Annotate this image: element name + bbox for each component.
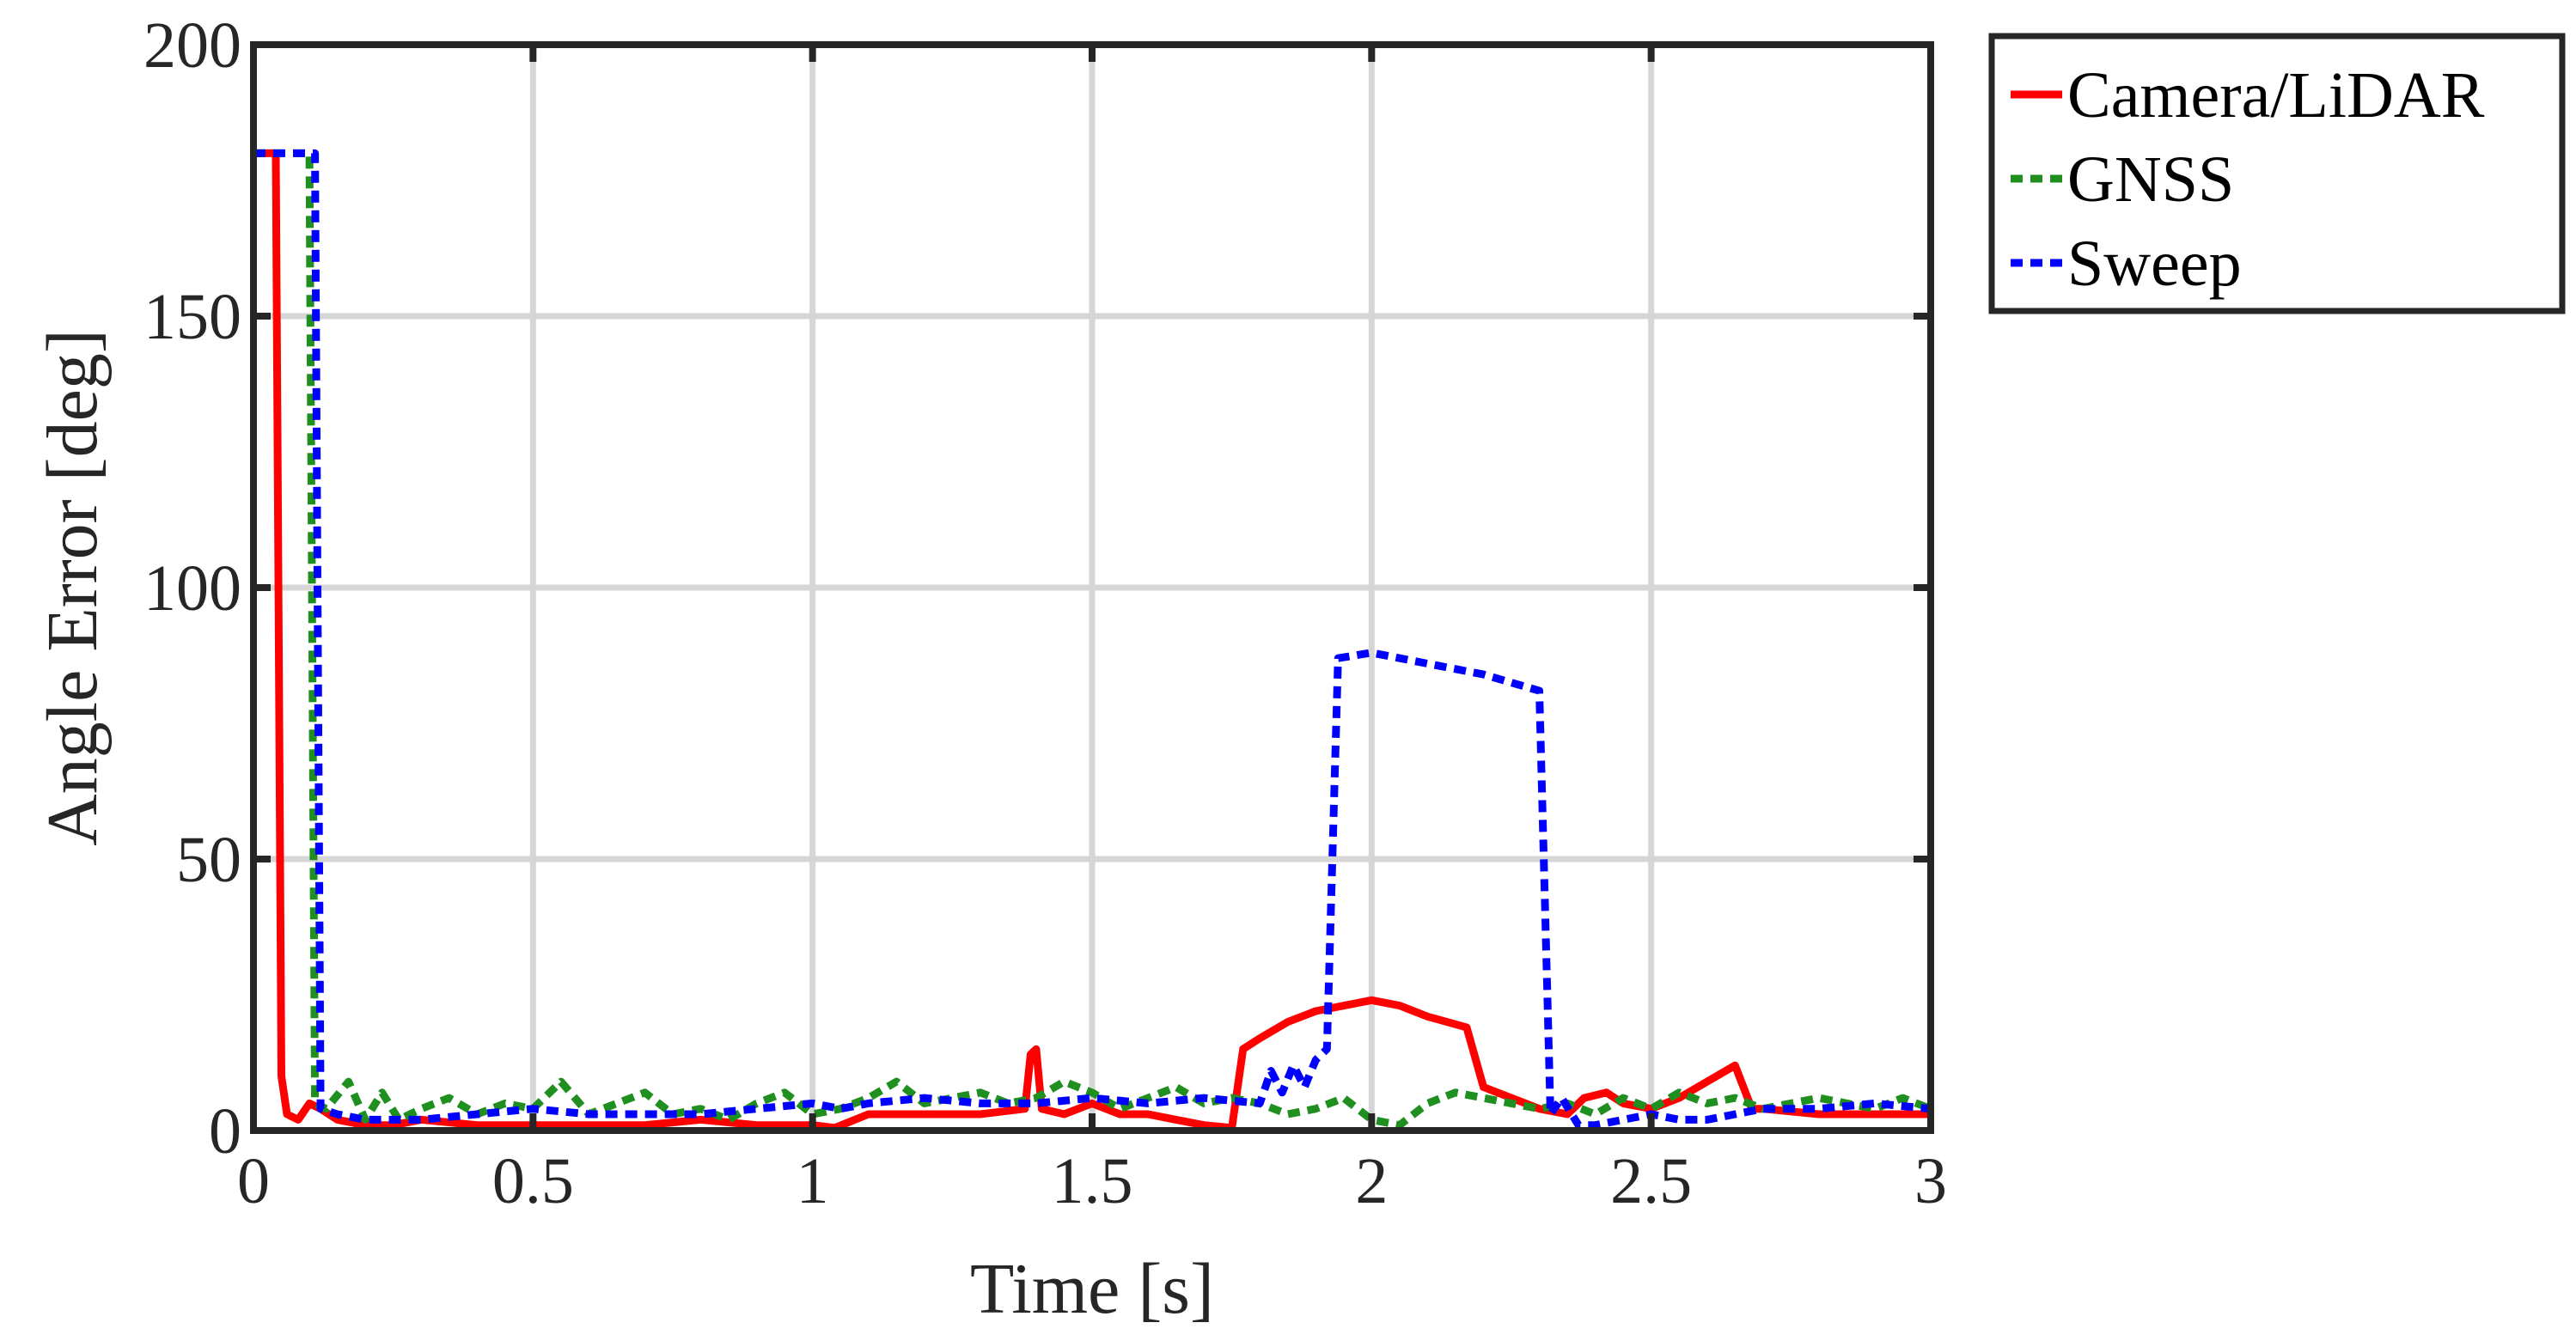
y-tick-label: 50	[176, 824, 241, 896]
series-group	[253, 149, 1932, 1132]
x-tick-label: 1	[797, 1145, 829, 1217]
tick-marks	[250, 41, 1934, 1134]
x-tick-label: 2	[1355, 1145, 1388, 1217]
legend-box	[1988, 33, 2566, 314]
y-tick-label: 0	[209, 1095, 241, 1167]
series-line-sweep	[253, 149, 1932, 1130]
legend: Camera/LiDAR GNSS Sweep	[1988, 33, 2566, 314]
y-tick-label: 200	[143, 9, 241, 82]
grid-lines	[253, 45, 1931, 1131]
x-tick-label: 0.5	[492, 1145, 574, 1217]
x-tick-label: 2.5	[1610, 1145, 1692, 1217]
x-tick-label: 1.5	[1052, 1145, 1133, 1217]
legend-label-gnss: GNSS	[2067, 143, 2234, 216]
x-tick-label: 0	[237, 1145, 270, 1217]
y-tick-label: 150	[143, 281, 241, 353]
legend-label-sweep: Sweep	[2067, 228, 2242, 300]
legend-label-camera-lidar: Camera/LiDAR	[2067, 59, 2485, 131]
x-axis-label: Time [s]	[970, 1249, 1214, 1329]
y-axis-label: Angle Error [deg]	[33, 329, 113, 846]
series-line-gnss	[253, 149, 1932, 1130]
y-tick-label: 100	[143, 552, 241, 625]
x-tick-labels: 0 0.5 1 1.5 2 2.5 3	[237, 1145, 1947, 1217]
x-tick-label: 3	[1914, 1145, 1947, 1217]
y-tick-labels: 0 50 100 150 200	[143, 9, 241, 1167]
